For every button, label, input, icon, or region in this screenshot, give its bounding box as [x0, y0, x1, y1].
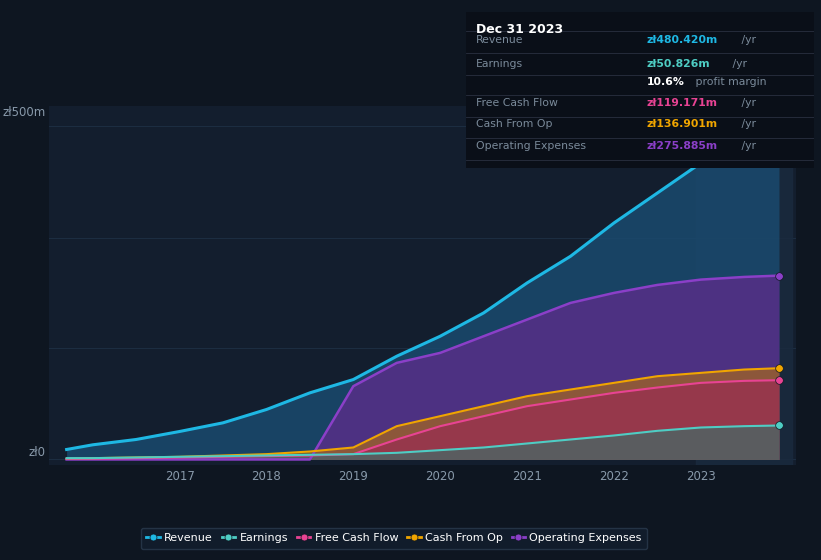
Text: /yr: /yr	[728, 59, 746, 69]
Legend: Revenue, Earnings, Free Cash Flow, Cash From Op, Operating Expenses: Revenue, Earnings, Free Cash Flow, Cash …	[140, 528, 648, 549]
Text: /yr: /yr	[738, 119, 755, 129]
Text: zł136.901m: zł136.901m	[647, 119, 718, 129]
Text: Dec 31 2023: Dec 31 2023	[476, 23, 563, 36]
Text: /yr: /yr	[738, 97, 755, 108]
Bar	[696, 106, 792, 465]
Text: /yr: /yr	[738, 35, 755, 45]
Text: Cash From Op: Cash From Op	[476, 119, 553, 129]
Text: zł0: zł0	[29, 446, 45, 459]
Text: 10.6%: 10.6%	[647, 77, 685, 87]
Text: Free Cash Flow: Free Cash Flow	[476, 97, 557, 108]
Text: /yr: /yr	[738, 141, 755, 151]
Text: zł500m: zł500m	[2, 106, 45, 119]
Text: Earnings: Earnings	[476, 59, 523, 69]
Text: profit margin: profit margin	[692, 77, 767, 87]
Text: Revenue: Revenue	[476, 35, 524, 45]
Text: zł119.171m: zł119.171m	[647, 97, 718, 108]
Text: Operating Expenses: Operating Expenses	[476, 141, 586, 151]
Text: zł50.826m: zł50.826m	[647, 59, 710, 69]
Text: zł275.885m: zł275.885m	[647, 141, 718, 151]
Text: zł480.420m: zł480.420m	[647, 35, 718, 45]
